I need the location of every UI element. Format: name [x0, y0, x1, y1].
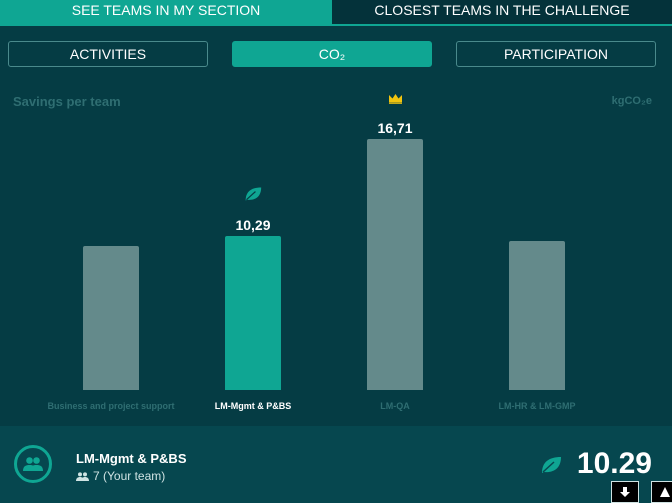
team-score: 10.29: [576, 447, 652, 480]
metric-selector: ACTIVITIES CO₂ PARTICIPATION: [0, 41, 672, 67]
bar-value-lm-mgmt-p-bs: 10,29: [235, 216, 271, 233]
download-button[interactable]: [611, 481, 639, 503]
top-tabs: SEE TEAMS IN MY SECTION CLOSEST TEAMS IN…: [0, 0, 672, 26]
team-icon: [23, 457, 43, 471]
bar-value-lm-qa: 16,71: [377, 120, 413, 137]
category-label-lm-qa: LM-QA: [380, 401, 410, 411]
members-count-label: 7 (Your team): [93, 469, 166, 483]
crown-icon: [389, 94, 402, 105]
tab-see-teams-in-section[interactable]: SEE TEAMS IN MY SECTION: [0, 0, 332, 26]
tab-closest-teams-in-challenge[interactable]: CLOSEST TEAMS IN THE CHALLENGE: [332, 0, 672, 26]
panel-title: Savings per team: [13, 94, 121, 109]
bar-lm-mgmt-p-bs[interactable]: [225, 235, 281, 390]
category-label-lm-mgmt-p-bs: LM-Mgmt & P&BS: [214, 401, 292, 411]
team-avatar: [14, 445, 52, 483]
people-icon: [76, 471, 89, 481]
category-label-business-and-project-support: Business and project support: [47, 401, 175, 411]
next-button[interactable]: [651, 481, 672, 503]
arrow-down-icon: [620, 487, 630, 497]
participation-button[interactable]: PARTICIPATION: [456, 41, 656, 67]
activities-button[interactable]: ACTIVITIES: [8, 41, 208, 67]
team-footer: [0, 426, 672, 503]
bar-lm-hr-lm-gmp[interactable]: [509, 240, 565, 390]
bar-business-and-project-support[interactable]: [83, 246, 139, 390]
footer-team-members: 7 (Your team): [76, 469, 165, 483]
leaf-icon: [542, 457, 561, 473]
caret-up-icon: [660, 487, 670, 497]
leaf-icon: [245, 187, 262, 201]
unit-label: kgCO₂e: [611, 95, 652, 107]
footer-team-name: LM-Mgmt & P&BS: [76, 451, 187, 466]
co2-button[interactable]: CO₂: [232, 41, 432, 67]
category-label-lm-hr-lm-gmp: LM-HR & LM-GMP: [498, 401, 576, 411]
bar-lm-qa[interactable]: [367, 139, 423, 390]
